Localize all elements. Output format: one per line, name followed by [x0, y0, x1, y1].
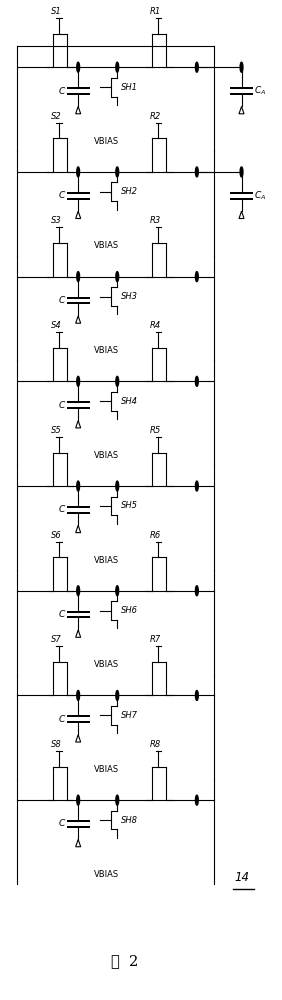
- Text: SH2: SH2: [121, 187, 138, 196]
- Text: S2: S2: [51, 112, 61, 121]
- Circle shape: [116, 795, 119, 805]
- Circle shape: [195, 586, 198, 596]
- Circle shape: [195, 62, 198, 72]
- Text: R1: R1: [150, 7, 161, 16]
- Text: S4: S4: [51, 321, 61, 330]
- Text: SH7: SH7: [121, 711, 138, 720]
- Text: S1: S1: [51, 7, 61, 16]
- Circle shape: [77, 272, 80, 282]
- Text: R2: R2: [150, 112, 161, 121]
- Circle shape: [195, 690, 198, 700]
- Text: SH6: SH6: [121, 606, 138, 615]
- Circle shape: [240, 62, 243, 72]
- Text: C: C: [59, 819, 65, 828]
- Text: VBIAS: VBIAS: [94, 660, 119, 669]
- Text: 14: 14: [235, 871, 250, 884]
- Text: R8: R8: [150, 740, 161, 749]
- Circle shape: [116, 62, 119, 72]
- Circle shape: [77, 167, 80, 177]
- Text: S3: S3: [51, 216, 61, 225]
- Text: VBIAS: VBIAS: [94, 451, 119, 460]
- Text: 图  2: 图 2: [111, 954, 138, 968]
- Circle shape: [195, 376, 198, 386]
- Text: VBIAS: VBIAS: [94, 346, 119, 355]
- Text: VBIAS: VBIAS: [94, 870, 119, 879]
- Circle shape: [116, 481, 119, 491]
- Circle shape: [77, 586, 80, 596]
- Text: R7: R7: [150, 635, 161, 644]
- Circle shape: [77, 376, 80, 386]
- Text: R4: R4: [150, 321, 161, 330]
- Text: C: C: [59, 87, 65, 96]
- Text: VBIAS: VBIAS: [94, 137, 119, 146]
- Text: C: C: [59, 610, 65, 619]
- Circle shape: [77, 690, 80, 700]
- Text: C: C: [59, 505, 65, 514]
- Circle shape: [116, 376, 119, 386]
- Text: SH5: SH5: [121, 501, 138, 510]
- Text: $C_A$: $C_A$: [254, 85, 266, 97]
- Circle shape: [195, 167, 198, 177]
- Text: S6: S6: [51, 531, 61, 540]
- Circle shape: [77, 62, 80, 72]
- Circle shape: [195, 795, 198, 805]
- Circle shape: [116, 272, 119, 282]
- Circle shape: [116, 586, 119, 596]
- Text: SH4: SH4: [121, 397, 138, 406]
- Text: C: C: [59, 401, 65, 410]
- Text: R6: R6: [150, 531, 161, 540]
- Circle shape: [240, 167, 243, 177]
- Text: SH8: SH8: [121, 816, 138, 825]
- Text: S7: S7: [51, 635, 61, 644]
- Text: SH1: SH1: [121, 83, 138, 92]
- Circle shape: [116, 690, 119, 700]
- Text: C: C: [59, 715, 65, 724]
- Circle shape: [116, 167, 119, 177]
- Text: S8: S8: [51, 740, 61, 749]
- Text: C: C: [59, 191, 65, 200]
- Circle shape: [195, 481, 198, 491]
- Text: SH3: SH3: [121, 292, 138, 301]
- Text: C: C: [59, 296, 65, 305]
- Circle shape: [195, 272, 198, 282]
- Text: S5: S5: [51, 426, 61, 435]
- Text: VBIAS: VBIAS: [94, 765, 119, 774]
- Text: R5: R5: [150, 426, 161, 435]
- Text: $C_A$: $C_A$: [254, 189, 266, 202]
- Text: VBIAS: VBIAS: [94, 556, 119, 565]
- Circle shape: [77, 795, 80, 805]
- Text: VBIAS: VBIAS: [94, 241, 119, 250]
- Text: R3: R3: [150, 216, 161, 225]
- Circle shape: [77, 481, 80, 491]
